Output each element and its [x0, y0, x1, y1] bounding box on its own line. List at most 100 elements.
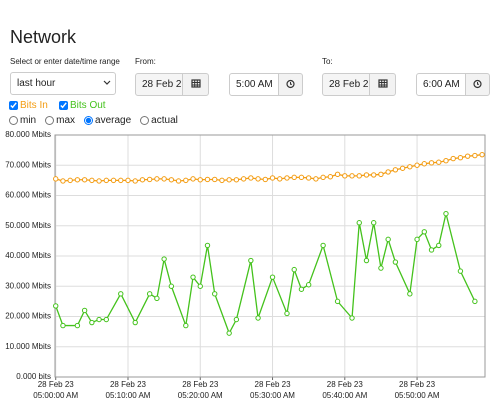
mode-label: min	[20, 115, 37, 126]
radio[interactable]	[84, 116, 94, 125]
data-point	[175, 178, 182, 184]
data-point	[472, 152, 478, 159]
x-tick-label: 28 Feb 23 05:00:00 AM	[33, 380, 79, 400]
data-point	[457, 268, 464, 274]
data-point	[240, 176, 247, 182]
to-date-text: 28 Feb 2	[329, 79, 369, 90]
from-date[interactable]: 28 Feb 2	[135, 73, 183, 96]
data-point	[392, 167, 399, 173]
data-point	[233, 177, 240, 183]
data-point	[407, 164, 413, 170]
radio[interactable]	[140, 116, 150, 125]
data-point	[385, 236, 391, 243]
series-line	[55, 154, 483, 182]
to-date-button[interactable]	[369, 73, 396, 96]
data-point	[428, 160, 435, 166]
from-date-button[interactable]	[182, 73, 209, 96]
data-point	[168, 283, 175, 289]
data-point	[248, 175, 254, 181]
to-time[interactable]: 6:00 AM	[416, 73, 466, 96]
data-point	[298, 174, 305, 181]
data-point	[262, 176, 269, 183]
page-title: Network	[10, 27, 77, 47]
data-point	[414, 162, 420, 168]
data-point	[146, 176, 153, 183]
radio[interactable]	[9, 116, 18, 125]
mode-option[interactable]: min	[9, 115, 36, 126]
checkbox[interactable]	[9, 101, 18, 110]
from-time-text: 5:00 AM	[236, 79, 273, 90]
mode-option[interactable]: actual	[140, 115, 178, 126]
from-time[interactable]: 5:00 AM	[229, 73, 279, 96]
data-point	[414, 236, 420, 243]
data-point	[212, 291, 218, 297]
data-point	[118, 291, 124, 297]
data-point	[428, 247, 435, 253]
data-point	[139, 177, 146, 183]
data-point	[81, 307, 88, 314]
mode-options: min max average actual	[9, 115, 178, 126]
bits-in-toggle[interactable]: Bits In	[9, 100, 48, 111]
data-point	[255, 176, 261, 182]
bits-out-toggle[interactable]: Bits Out	[59, 100, 106, 111]
data-point	[89, 319, 95, 326]
data-point	[378, 171, 384, 178]
x-tick-label: 28 Feb 23 05:50:00 AM	[394, 380, 440, 400]
data-point	[436, 242, 442, 249]
data-point	[89, 177, 95, 184]
data-point	[212, 176, 218, 183]
data-point	[472, 298, 478, 305]
data-point	[204, 242, 211, 249]
data-point	[305, 282, 312, 288]
data-point	[269, 274, 276, 280]
data-point	[349, 173, 355, 179]
to-date[interactable]: 28 Feb 2	[322, 73, 370, 96]
data-point	[298, 286, 305, 292]
x-tick-label: 28 Feb 23 05:40:00 AM	[322, 380, 368, 400]
data-point	[443, 158, 449, 164]
data-point	[284, 310, 290, 317]
from-time-button[interactable]	[278, 73, 303, 96]
data-point	[197, 177, 203, 183]
radio[interactable]	[45, 116, 55, 125]
mode-option[interactable]: max	[45, 115, 75, 126]
data-point	[443, 210, 449, 217]
y-tick-label: 30.000 Mbits	[5, 281, 51, 290]
data-point	[53, 176, 59, 182]
plot-frame	[54, 134, 486, 378]
y-tick-label: 10.000 Mbits	[5, 342, 51, 351]
to-time-button[interactable]	[465, 73, 490, 96]
data-point	[291, 174, 297, 181]
data-point	[436, 159, 442, 165]
data-point	[233, 316, 240, 323]
data-point	[219, 177, 225, 184]
data-point	[161, 256, 167, 262]
data-point	[154, 295, 160, 302]
data-point	[248, 257, 254, 264]
y-tick-label: 20.000 Mbits	[5, 312, 51, 321]
data-point	[371, 172, 377, 178]
data-point	[363, 257, 370, 264]
data-point	[385, 169, 391, 175]
y-tick-label: 50.000 Mbits	[5, 221, 51, 230]
data-point	[226, 177, 232, 183]
mode-option[interactable]: average	[84, 115, 131, 126]
data-point	[327, 174, 334, 180]
checkbox[interactable]	[59, 101, 68, 110]
data-point	[450, 155, 456, 162]
data-point	[110, 177, 117, 184]
to-label: To:	[322, 57, 333, 66]
data-point	[277, 176, 283, 182]
data-point	[464, 153, 471, 159]
y-tick-label: 60.000 Mbits	[5, 191, 51, 200]
data-point	[168, 177, 175, 183]
data-point	[183, 177, 189, 184]
mode-label: average	[95, 115, 132, 126]
data-point	[378, 265, 384, 271]
range-select[interactable]: last hour	[10, 72, 116, 95]
data-point	[190, 274, 196, 280]
data-point	[371, 220, 377, 226]
data-point	[313, 176, 319, 182]
y-tick-label: 0.000 bits	[16, 372, 51, 380]
